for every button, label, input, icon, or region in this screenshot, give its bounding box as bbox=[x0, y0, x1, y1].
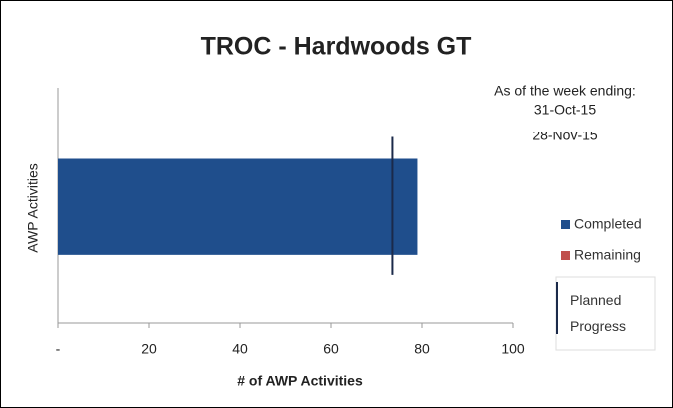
x-tick-label: 100 bbox=[501, 341, 525, 357]
annotation: As of the week ending: bbox=[494, 83, 636, 99]
x-tick-label: 20 bbox=[141, 341, 157, 357]
chart-title: TROC - Hardwoods GT bbox=[201, 33, 472, 61]
annotation: 31-Oct-15 bbox=[534, 102, 596, 118]
legend-label: Completed bbox=[574, 216, 642, 232]
x-tick-label: 40 bbox=[232, 341, 248, 357]
y-axis-label: AWP Activities bbox=[25, 163, 41, 252]
x-tick-label: 80 bbox=[414, 341, 430, 357]
legend-swatch bbox=[561, 220, 570, 229]
x-tick-label: - bbox=[56, 341, 61, 357]
legend-label: Remaining bbox=[574, 247, 641, 263]
x-tick-label: 60 bbox=[323, 341, 339, 357]
legend-swatch bbox=[561, 251, 570, 260]
legend-label: Planned Progress bbox=[570, 292, 627, 334]
x-axis-label: # of AWP Activities bbox=[237, 373, 363, 389]
bar bbox=[58, 158, 418, 255]
mask bbox=[500, 121, 630, 132]
